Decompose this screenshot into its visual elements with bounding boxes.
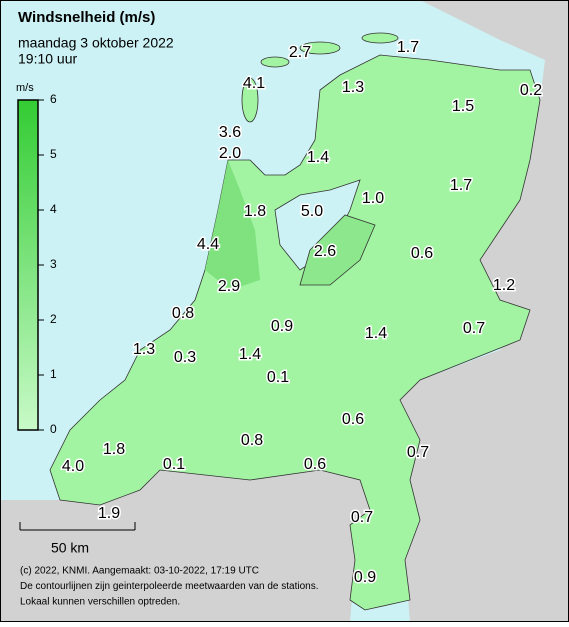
station-value: 1.7 xyxy=(450,177,472,194)
legend-tick-label: 0 xyxy=(50,422,57,436)
island xyxy=(361,32,399,44)
station-value: 2.7 xyxy=(289,44,311,61)
date: maandag 3 oktober 2022 xyxy=(18,35,174,51)
station-value: 5.0 xyxy=(301,203,323,220)
station-value: 0.1 xyxy=(267,369,289,386)
station-value: 4.0 xyxy=(62,458,84,475)
station-value: 0.7 xyxy=(351,509,373,526)
station-value: 0.6 xyxy=(304,456,326,473)
island xyxy=(241,77,259,123)
footer-text: Lokaal kunnen verschillen optreden. xyxy=(20,597,180,608)
station-value: 4.4 xyxy=(197,236,219,253)
station-value: 1.9 xyxy=(98,505,120,522)
station-value: 1.4 xyxy=(365,325,387,342)
station-value: 0.7 xyxy=(463,320,485,337)
station-value: 4.1 xyxy=(243,75,265,92)
island xyxy=(299,41,341,55)
flevoland xyxy=(299,214,376,286)
legend-tick-label: 3 xyxy=(50,257,57,271)
station-value: 1.2 xyxy=(493,277,515,294)
station-value: 3.6 xyxy=(219,124,241,141)
zone xyxy=(205,160,260,290)
legend-tick-label: 4 xyxy=(50,202,57,216)
land xyxy=(49,54,541,611)
lake xyxy=(274,179,361,271)
neighbor-land xyxy=(0,470,370,622)
station-value: 1.0 xyxy=(362,190,384,207)
legend-tick-label: 1 xyxy=(50,367,57,381)
station-value: 1.3 xyxy=(342,79,364,96)
station-value: 0.7 xyxy=(407,444,429,461)
station-value: 0.9 xyxy=(354,569,376,586)
legend-bar xyxy=(17,99,39,431)
station-value: 1.8 xyxy=(244,203,266,220)
neighbor-land xyxy=(400,0,569,622)
legend-tick-label: 5 xyxy=(50,147,57,161)
station-value: 1.8 xyxy=(103,441,125,458)
island xyxy=(260,56,290,68)
title: Windsnelheid (m/s) xyxy=(18,9,155,26)
legend-unit: m/s xyxy=(16,82,34,94)
station-value: 0.6 xyxy=(411,245,433,262)
scale-label: 50 km xyxy=(51,540,89,556)
station-value: 1.4 xyxy=(239,346,261,363)
station-value: 1.7 xyxy=(397,39,419,56)
station-value: 2.0 xyxy=(219,145,241,162)
station-value: 0.2 xyxy=(520,82,542,99)
station-value: 1.3 xyxy=(133,341,155,358)
station-value: 0.9 xyxy=(271,318,293,335)
station-value: 1.4 xyxy=(307,149,329,166)
footer-text: De contourlijnen zijn geinterpoleerde me… xyxy=(20,581,319,592)
legend-tick-label: 6 xyxy=(50,92,57,106)
station-value: 0.8 xyxy=(172,305,194,322)
station-value: 2.6 xyxy=(314,243,336,260)
station-value: 1.5 xyxy=(452,98,474,115)
footer-text: (c) 2022, KNMI. Aangemaakt: 03-10-2022, … xyxy=(20,566,259,577)
station-value: 2.9 xyxy=(218,278,240,295)
time: 19:10 uur xyxy=(18,51,77,67)
station-value: 0.1 xyxy=(163,456,185,473)
station-value: 0.8 xyxy=(241,432,263,449)
station-value: 0.3 xyxy=(174,349,196,366)
station-value: 0.6 xyxy=(342,411,364,428)
legend-tick-label: 2 xyxy=(50,312,57,326)
